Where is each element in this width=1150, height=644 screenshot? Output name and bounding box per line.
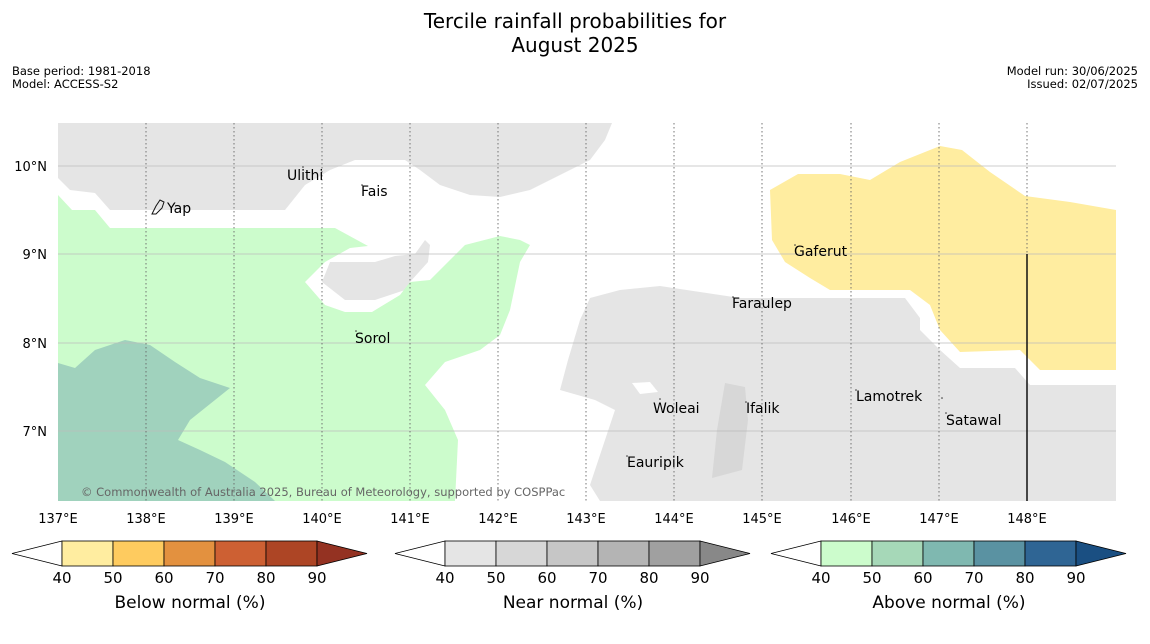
place-eauripik: Eauripik <box>627 455 685 471</box>
colorbar-tick-label: 80 <box>1015 569 1034 587</box>
place-satawal: Satawal <box>946 413 1001 429</box>
place-fais: Fais <box>361 184 388 200</box>
above-normal-region-sw <box>58 340 275 501</box>
colorbar-tick-label: 70 <box>588 569 607 587</box>
colorbar-tick-label: 50 <box>862 569 881 587</box>
colorbar-tick-label: 40 <box>811 569 830 587</box>
lon-label-147e: 147°E <box>919 512 959 527</box>
colorbar-segment <box>871 540 924 567</box>
below-normal-region-ne <box>770 146 1116 370</box>
colorbar-extend-high <box>699 540 751 567</box>
colorbar-segment <box>922 540 975 567</box>
meta-left: Base period: 1981-2018 Model: ACCESS-S2 <box>12 65 151 91</box>
colorbar-near-normal: 40 50 60 70 80 90 <box>394 540 751 587</box>
colorbar-tick-label: 90 <box>307 569 326 587</box>
colorbar-tick-label: 60 <box>154 569 173 587</box>
colorbar-extend-low <box>394 540 446 567</box>
near-normal-darker-patch <box>712 383 748 478</box>
lon-label-144e: 144°E <box>654 512 694 527</box>
lon-label-138e: 138°E <box>126 512 166 527</box>
meta-right: Model run: 30/06/2025 Issued: 02/07/2025 <box>1007 65 1138 91</box>
lon-label-146e: 146°E <box>831 512 871 527</box>
colorbar-segment <box>214 540 267 567</box>
island-markers <box>151 166 947 457</box>
lon-label-137e: 137°E <box>38 512 78 527</box>
colorbar-tick-label: 60 <box>537 569 556 587</box>
colorbar-tick-label: 70 <box>205 569 224 587</box>
place-ifalik: Ifalik <box>746 401 780 417</box>
colorbar-tick-label: 50 <box>486 569 505 587</box>
colorbar-segment <box>1024 540 1077 567</box>
colorbar-below-normal: 40 50 60 70 80 90 <box>11 540 368 587</box>
colorbar-segment <box>546 540 599 567</box>
colorbar-above-normal: 40 50 60 70 80 90 <box>770 540 1127 587</box>
copyright-notice: © Commonwealth of Australia 2025, Bureau… <box>81 485 565 499</box>
lon-label-143e: 143°E <box>566 512 606 527</box>
colorbar-tick-label: 40 <box>52 569 71 587</box>
colorbar-tick-label: 80 <box>256 569 275 587</box>
colorbar-extend-low <box>770 540 822 567</box>
colorbar-tick-label: 70 <box>964 569 983 587</box>
near-normal-island-strip <box>322 240 430 300</box>
place-gaferut: Gaferut <box>794 244 848 260</box>
lon-label-140e: 140°E <box>302 512 342 527</box>
colorbar-segment <box>61 540 114 567</box>
colorbar-tick-label: 80 <box>639 569 658 587</box>
colorbar-tick-label: 90 <box>1066 569 1085 587</box>
place-lamotrek: Lamotrek <box>856 389 923 405</box>
place-sorol: Sorol <box>355 331 390 347</box>
lon-label-139e: 139°E <box>214 512 254 527</box>
lat-label-10n: 10°N <box>14 160 47 175</box>
colorbar-segment <box>265 540 318 567</box>
issued-date: Issued: 02/07/2025 <box>1027 77 1138 91</box>
colorbar-tick-label: 60 <box>913 569 932 587</box>
colorbar-segment <box>973 540 1026 567</box>
colorbar-segment <box>444 540 497 567</box>
colorbar-near-label: Near normal (%) <box>502 593 644 613</box>
lat-label-8n: 8°N <box>23 337 48 352</box>
colorbar-segment <box>112 540 165 567</box>
lon-label-145e: 145°E <box>742 512 782 527</box>
map-area <box>58 123 1116 501</box>
title-line-2: August 2025 <box>511 33 639 57</box>
lat-label-7n: 7°N <box>23 425 48 440</box>
model-name: Model: ACCESS-S2 <box>12 77 119 91</box>
place-woleai: Woleai <box>653 401 700 417</box>
lon-label-142e: 142°E <box>478 512 518 527</box>
lon-label-141e: 141°E <box>390 512 430 527</box>
colorbar-tick-label: 50 <box>103 569 122 587</box>
colorbar-segment <box>820 540 873 567</box>
colorbar-segment <box>597 540 650 567</box>
title-line-1: Tercile rainfall probabilities for <box>423 9 727 33</box>
colorbar-segment <box>163 540 216 567</box>
yap-island-shape <box>151 199 165 215</box>
colorbar-extend-high <box>316 540 368 567</box>
colorbar-extend-low <box>11 540 63 567</box>
colorbar-tick-label: 90 <box>690 569 709 587</box>
lon-label-148e: 148°E <box>1007 512 1047 527</box>
place-faraulep: Faraulep <box>732 296 792 312</box>
colorbar-segment <box>648 540 701 567</box>
colorbar-segment <box>495 540 548 567</box>
model-run: Model run: 30/06/2025 <box>1006 64 1138 78</box>
colorbar-tick-label: 40 <box>435 569 454 587</box>
white-notch <box>632 382 658 394</box>
near-normal-region-east <box>560 286 1116 501</box>
base-period: Base period: 1981-2018 <box>12 64 151 78</box>
colorbar-below-label: Below normal (%) <box>114 593 266 613</box>
place-yap: Yap <box>166 201 191 217</box>
near-normal-region-north <box>58 123 612 210</box>
colorbar-extend-high <box>1075 540 1127 567</box>
place-ulithi: Ulithi <box>287 168 323 184</box>
colorbar-above-label: Above normal (%) <box>872 593 1026 613</box>
lat-label-9n: 9°N <box>23 248 48 263</box>
